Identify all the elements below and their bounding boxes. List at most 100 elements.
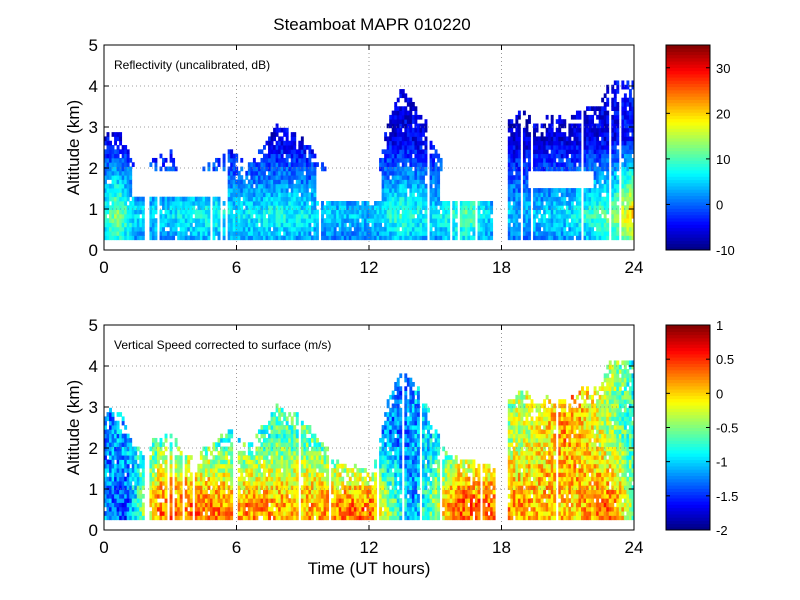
field-cell <box>553 162 557 167</box>
field-cell <box>434 201 438 206</box>
field-cell <box>459 213 463 219</box>
field-cell <box>631 183 635 189</box>
field-cell <box>401 157 405 163</box>
field-cell <box>621 235 625 241</box>
field-cell <box>131 498 135 503</box>
field-cell <box>285 149 289 155</box>
field-cell <box>338 226 342 232</box>
field-cell <box>247 213 251 219</box>
field-cell <box>386 209 390 215</box>
field-cell <box>424 222 428 228</box>
colorbar-swatch <box>666 246 710 251</box>
field-cell <box>116 235 120 241</box>
field-cell <box>217 463 221 469</box>
field-cell <box>568 222 572 228</box>
field-cell <box>394 192 398 198</box>
field-cell <box>230 149 234 155</box>
field-cell <box>187 476 191 482</box>
field-cell <box>247 459 251 465</box>
field-cell <box>263 442 266 447</box>
field-cell <box>114 157 118 163</box>
field-cell <box>434 170 438 176</box>
field-cell <box>232 179 236 185</box>
field-cell <box>313 485 317 491</box>
field-cell <box>265 153 269 159</box>
field-cell <box>111 502 115 508</box>
field-cell <box>550 149 554 155</box>
field-cell <box>399 235 403 241</box>
field-cell <box>522 157 526 163</box>
field-cell <box>313 433 317 439</box>
field-cell <box>313 481 317 486</box>
field-cell <box>510 157 514 163</box>
field-cell <box>121 416 125 422</box>
field-cell <box>545 166 549 172</box>
field-cell <box>621 166 625 172</box>
field-cell <box>104 468 107 473</box>
field-cell <box>598 153 602 159</box>
field-cell <box>131 506 135 512</box>
field-cell <box>384 162 388 167</box>
field-cell <box>285 420 289 426</box>
field-cell <box>285 183 289 189</box>
field-cell <box>159 201 163 206</box>
field-cell <box>467 209 471 215</box>
field-cell <box>187 498 191 503</box>
field-cell <box>288 437 292 443</box>
field-cell <box>535 196 539 202</box>
field-cell <box>240 511 244 516</box>
field-cell <box>111 205 115 211</box>
field-cell <box>616 80 620 86</box>
field-cell <box>114 183 118 189</box>
field-cell <box>257 213 261 219</box>
field-cell <box>293 209 297 215</box>
field-cell <box>623 179 627 185</box>
field-cell <box>164 493 168 499</box>
field-cell <box>222 213 226 219</box>
field-cell <box>548 145 552 150</box>
field-cell <box>331 222 335 228</box>
field-cell <box>386 162 390 167</box>
field-cell <box>303 179 307 185</box>
field-cell <box>538 235 542 241</box>
field-cell <box>114 136 118 142</box>
field-cell <box>381 209 385 215</box>
field-cell <box>164 213 168 219</box>
field-cell <box>283 515 287 521</box>
field-cell <box>283 213 287 219</box>
field-cell <box>411 213 415 219</box>
field-cell <box>124 459 128 465</box>
field-cell <box>548 140 552 146</box>
field-cell <box>538 222 542 228</box>
field-cell <box>189 196 193 202</box>
field-cell <box>389 231 393 236</box>
field-cell <box>217 511 221 516</box>
field-cell <box>507 149 511 155</box>
field-cell <box>177 446 181 452</box>
field-cell <box>121 493 125 499</box>
field-cell <box>283 446 287 452</box>
field-cell <box>159 442 163 447</box>
field-cell <box>250 166 254 172</box>
field-cell <box>141 205 145 211</box>
field-cell <box>222 472 226 478</box>
field-cell <box>628 196 632 202</box>
field-cell <box>227 196 231 202</box>
field-cell <box>409 106 413 111</box>
field-cell <box>174 218 178 223</box>
field-cell <box>154 222 158 228</box>
field-cell <box>525 170 529 176</box>
field-cell <box>528 188 531 193</box>
field-cell <box>386 222 390 228</box>
field-cell <box>222 222 226 228</box>
field-cell <box>263 493 266 499</box>
field-cell <box>603 123 607 129</box>
field-cell <box>217 205 221 211</box>
field-cell <box>288 209 292 215</box>
field-cell <box>260 201 264 206</box>
field-cell <box>358 205 362 211</box>
field-cell <box>141 493 145 499</box>
field-cell <box>106 437 110 443</box>
field-cell <box>305 446 309 452</box>
field-cell <box>293 425 297 430</box>
